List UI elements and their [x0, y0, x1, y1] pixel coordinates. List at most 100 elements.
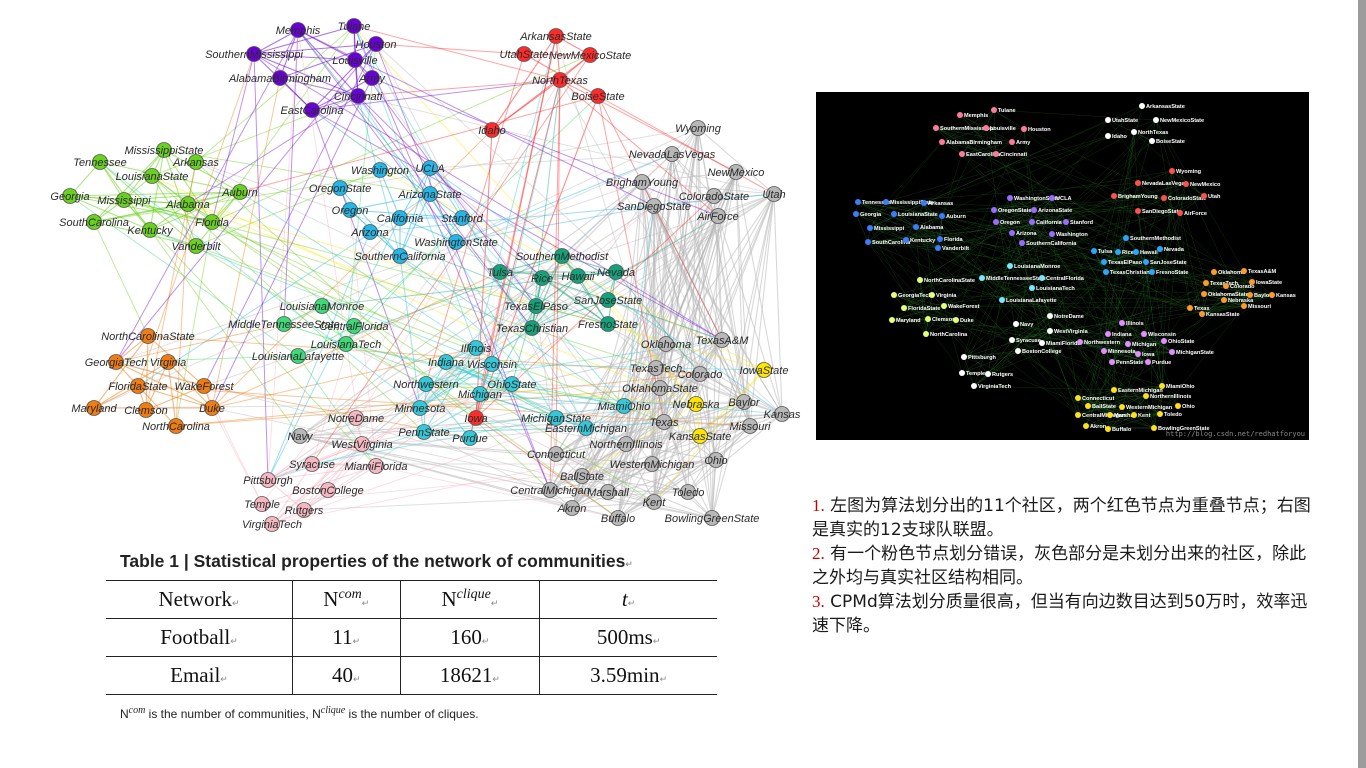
edge: [1077, 414, 1109, 430]
edge: [1011, 330, 1051, 341]
edge: [297, 29, 533, 329]
edge: [1201, 294, 1273, 315]
edge: [941, 109, 995, 143]
team-node: [658, 336, 674, 352]
team-label: Virginia: [150, 357, 187, 369]
team-label: Florida: [195, 217, 229, 229]
team-node: [1149, 138, 1155, 144]
team-label: PennState: [1116, 360, 1143, 366]
edge: [211, 271, 501, 409]
team-node: [516, 46, 532, 62]
edge: [271, 275, 579, 525]
edge: [581, 403, 697, 477]
team-label: Nebraska: [1228, 298, 1254, 304]
edge: [561, 153, 673, 257]
edge: [893, 265, 1011, 296]
edge: [375, 43, 525, 55]
edge: [1093, 250, 1153, 273]
header-nclique: Nclique↵: [400, 580, 541, 619]
edge: [867, 241, 1149, 363]
edge: [253, 53, 723, 341]
team-node: [346, 18, 362, 34]
edge: [531, 299, 609, 329]
team-node: [616, 398, 632, 414]
edge: [195, 161, 551, 491]
edge: [469, 421, 665, 439]
team-label: Rice: [1122, 250, 1134, 256]
edge: [531, 79, 561, 329]
edge: [175, 221, 213, 427]
team-node: [1031, 207, 1037, 213]
edge: [1113, 299, 1225, 391]
edge: [1201, 281, 1253, 315]
team-node: [1141, 331, 1147, 337]
edge: [935, 127, 1013, 143]
edge: [375, 43, 551, 491]
team-label: Navy: [287, 431, 314, 443]
edge: [653, 171, 737, 503]
edge: [1163, 195, 1205, 199]
team-label: Houston: [1028, 127, 1051, 133]
edge: [93, 149, 165, 223]
edge: [555, 421, 665, 455]
edge: [1121, 322, 1139, 355]
edge: [475, 129, 493, 419]
edge: [491, 79, 561, 131]
edge: [571, 443, 627, 509]
team-label: CentralFlorida: [1046, 276, 1085, 282]
edge: [915, 202, 925, 228]
edge: [973, 385, 1115, 391]
team-label: OklahomaState: [622, 383, 698, 395]
team-label: Florida: [944, 237, 964, 243]
edge: [115, 181, 643, 363]
edge: [961, 339, 1013, 374]
team-node: [1187, 305, 1193, 311]
edge: [653, 205, 713, 519]
edge: [937, 215, 943, 249]
team-label: LouisianaLafayette: [252, 351, 344, 363]
team-label: Kansas: [1276, 293, 1296, 299]
edge: [475, 417, 619, 519]
edge: [445, 361, 513, 385]
edge: [1111, 183, 1187, 363]
team-label: Idaho: [478, 125, 506, 137]
edge: [167, 361, 213, 409]
edge: [893, 209, 1035, 215]
edge: [1107, 414, 1135, 430]
edge: [345, 343, 655, 503]
team-label: MiamiOhio: [1166, 384, 1195, 390]
edge: [653, 205, 751, 427]
edge: [893, 294, 1225, 301]
team-node: [1177, 210, 1183, 216]
team-node: [1105, 133, 1111, 139]
edge: [857, 201, 917, 228]
edge: [559, 79, 737, 173]
edge: [123, 199, 213, 223]
team-node: [608, 264, 624, 280]
edge: [123, 149, 165, 201]
edge: [491, 363, 765, 371]
edge: [149, 229, 493, 365]
edge: [671, 153, 715, 197]
edge: [893, 294, 957, 321]
edge: [869, 227, 907, 241]
right-network-panel: Tulane Memphis SouthernMississippi Louisvil…: [816, 92, 1309, 440]
team-label: ColoradoState: [679, 191, 749, 203]
team-node: [961, 354, 967, 360]
edge: [299, 413, 783, 437]
edge: [1103, 333, 1145, 352]
edge: [687, 413, 783, 493]
edge: [1001, 265, 1011, 301]
edge: [1021, 242, 1135, 416]
team-node: [492, 264, 508, 280]
edge: [561, 255, 745, 403]
edge: [1185, 183, 1205, 197]
edge: [919, 279, 927, 335]
edge: [961, 109, 995, 155]
edge: [531, 215, 719, 329]
edge: [959, 114, 997, 155]
edge: [1133, 131, 1153, 142]
edge: [1009, 119, 1157, 267]
team-label: Arkansas: [928, 201, 953, 207]
edge: [717, 215, 723, 341]
